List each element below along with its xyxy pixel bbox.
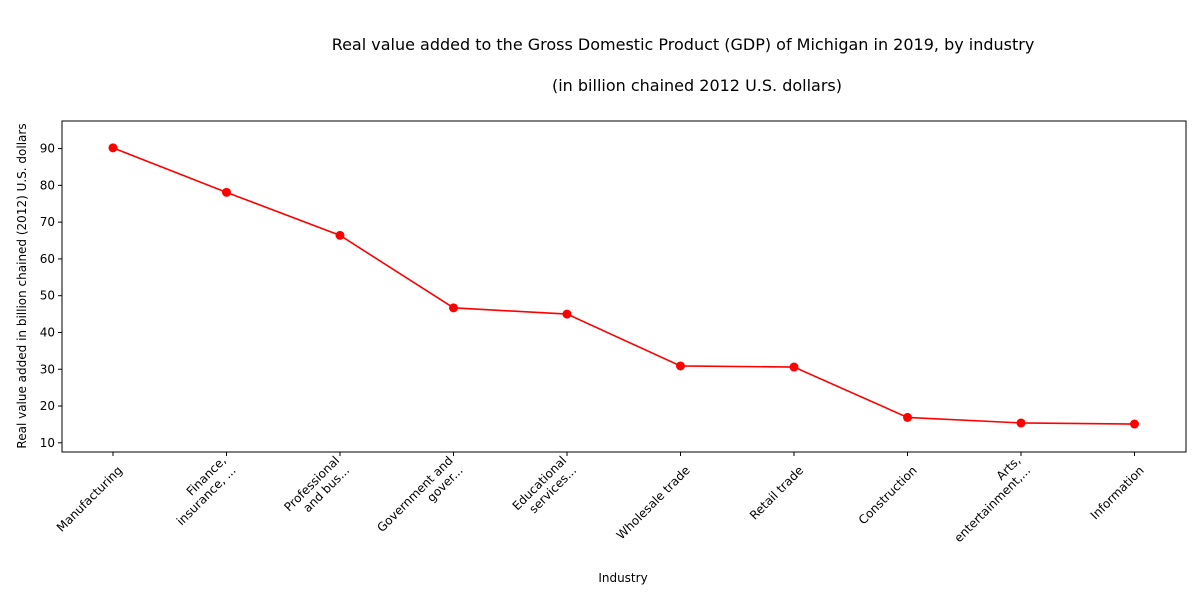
data-point xyxy=(108,143,118,153)
x-tick-label-line: entertainment,... xyxy=(951,463,1033,545)
x-axis-label: Industry xyxy=(598,571,647,585)
series-line xyxy=(108,143,1139,429)
chart-title-line2: (in billion chained 2012 U.S. dollars) xyxy=(552,76,842,95)
x-axis: Manufacturing Finance,insurance, ... Profe… xyxy=(54,452,1147,545)
y-tick-label: 20 xyxy=(40,399,55,413)
data-point xyxy=(676,361,685,371)
x-tick-label-line: Manufacturing xyxy=(54,463,125,534)
x-tick-label-line: Information xyxy=(1088,463,1147,522)
y-tick-label: 50 xyxy=(40,289,55,303)
x-tick-label: Educationalservices... xyxy=(510,453,580,516)
y-tick-label: 10 xyxy=(40,436,55,450)
x-tick-label: Construction xyxy=(856,463,920,527)
y-tick-label: 30 xyxy=(40,362,55,376)
y-tick-label: 60 xyxy=(40,252,55,266)
x-tick-label: Retail trade xyxy=(747,463,806,522)
y-tick-label: 70 xyxy=(40,215,55,229)
data-point xyxy=(789,362,799,372)
data-point xyxy=(222,187,231,197)
series-polyline xyxy=(112,147,1135,425)
x-tick-label-line: Retail trade xyxy=(747,463,806,522)
data-point xyxy=(335,230,345,240)
y-tick-label: 80 xyxy=(40,178,55,192)
chart-title-line1: Real value added to the Gross Domestic P… xyxy=(332,35,1035,54)
data-point xyxy=(562,309,572,319)
data-point xyxy=(1130,419,1139,429)
x-tick-label: Manufacturing xyxy=(54,463,125,534)
plot-area xyxy=(61,120,1187,453)
y-axis-label: Real value added in billion chained (201… xyxy=(15,123,29,448)
x-tick-label: Wholesale trade xyxy=(614,463,693,542)
x-tick-label-line: Wholesale trade xyxy=(614,463,693,542)
y-axis: 10 20 30 40 50 60 70 80 90 xyxy=(40,142,62,450)
x-tick-label: Finance,insurance, ... xyxy=(174,453,239,528)
x-tick-label-line: Construction xyxy=(856,463,920,527)
data-point xyxy=(1016,418,1026,428)
x-tick-label: Government andgover... xyxy=(374,453,465,534)
data-point xyxy=(903,412,912,422)
y-tick-label: 40 xyxy=(40,325,55,339)
x-tick-label: Information xyxy=(1088,463,1147,522)
data-point xyxy=(449,303,458,313)
x-tick-label: Arts,entertainment,... xyxy=(951,453,1033,545)
y-tick-label: 90 xyxy=(40,142,55,156)
